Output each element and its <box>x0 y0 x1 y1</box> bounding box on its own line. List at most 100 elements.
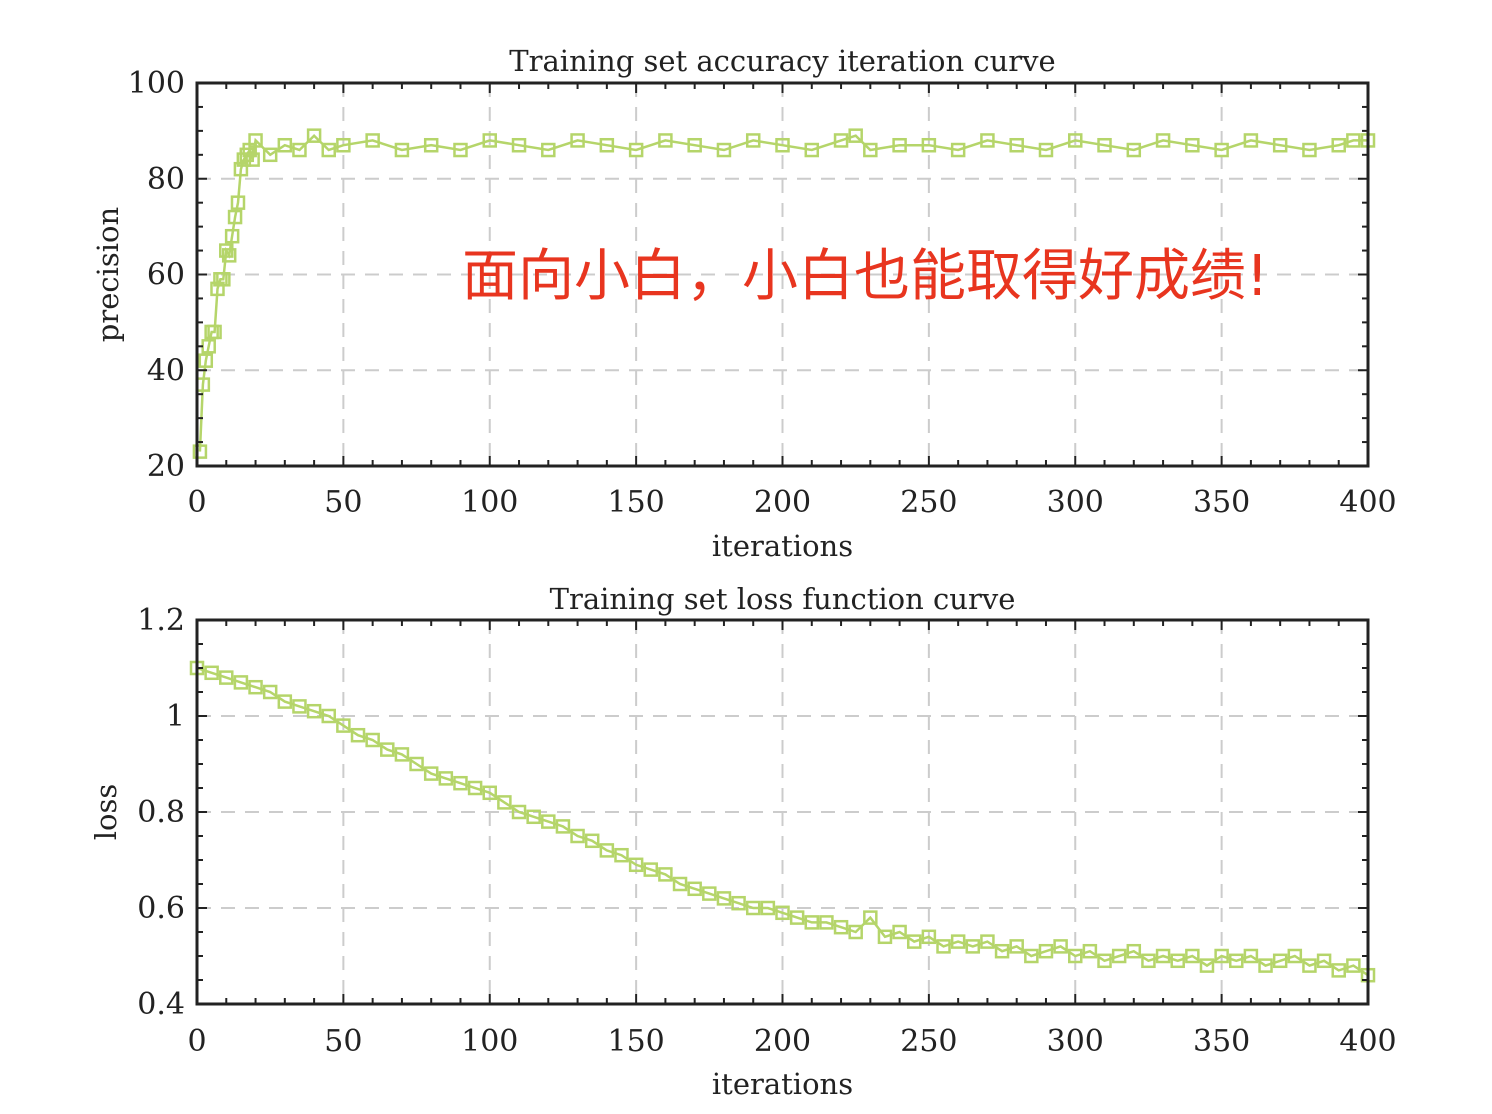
chart1-point <box>570 133 585 148</box>
chart1-x-tick-label: 150 <box>607 485 664 520</box>
chart2-point <box>643 862 659 877</box>
chart1-point <box>658 133 673 148</box>
chart2-x-tick-label: 400 <box>1339 1024 1396 1059</box>
chart2-point <box>438 771 454 786</box>
chart1-point <box>892 137 907 153</box>
chart1-point <box>227 209 243 225</box>
chart1-x-tick-label: 250 <box>900 485 957 520</box>
chart1-point <box>423 137 439 153</box>
chart2-point <box>1258 958 1273 973</box>
chart2-x-tick-label: 50 <box>324 1024 362 1059</box>
chart1-point <box>245 152 260 167</box>
chart2-point <box>804 915 820 930</box>
chart2-point <box>233 675 249 690</box>
chart1-x-tick-label: 350 <box>1193 485 1250 520</box>
chart2-y-tick-label: 1.2 <box>137 603 185 638</box>
chart2-x-tick-label: 300 <box>1047 1024 1104 1059</box>
chart2-point <box>584 833 600 849</box>
chart2-point <box>1346 958 1361 973</box>
chart2-point <box>423 766 439 781</box>
chart2-point <box>1287 948 1303 964</box>
chart2-y-tick-label: 0.4 <box>137 987 185 1022</box>
chart2-point <box>672 876 688 892</box>
chart2-point <box>877 929 893 945</box>
chart2-point <box>1272 953 1288 969</box>
chart1-point <box>306 128 322 143</box>
chart2-point <box>482 785 497 801</box>
chart2-point <box>453 775 468 791</box>
chart1-point <box>1185 137 1200 153</box>
chart2-point <box>365 732 380 748</box>
chart2-point <box>658 867 673 882</box>
chart2-title: Training set loss function curve <box>550 582 1016 616</box>
chart1-point <box>321 142 336 158</box>
chart1-point <box>980 133 995 148</box>
chart2-point <box>716 891 732 906</box>
chart2-x-tick-label: 200 <box>754 1024 811 1059</box>
chart1-point <box>745 133 761 148</box>
chart1-point <box>1155 133 1171 148</box>
chart2-point <box>1053 939 1068 954</box>
chart1-point <box>292 142 307 158</box>
chart2-point <box>731 895 746 911</box>
chart2-point <box>1316 953 1332 969</box>
chart1-point <box>541 142 556 158</box>
chart2-point <box>1185 948 1200 964</box>
chart2-point <box>497 795 512 810</box>
chart2-point <box>863 910 878 925</box>
chart2-point <box>219 670 234 685</box>
chart2-point <box>1141 953 1156 969</box>
chart2-point <box>467 780 483 796</box>
chart1-point <box>628 142 644 158</box>
chart1-point <box>775 137 790 153</box>
chart1-point <box>207 324 222 340</box>
chart1-point <box>599 137 615 153</box>
chart1-point <box>716 142 732 158</box>
chart1-title: Training set accuracy iteration curve <box>509 44 1055 78</box>
chart2-point <box>1082 943 1098 959</box>
chart2-point <box>526 809 541 825</box>
chart1-point <box>248 133 263 148</box>
chart1-point <box>233 161 249 177</box>
chart1-point <box>1272 137 1288 153</box>
chart1-point <box>230 195 246 210</box>
chart1-point <box>1097 137 1112 153</box>
chart2-point <box>789 910 805 925</box>
chart1-x-tick-label: 300 <box>1047 485 1104 520</box>
chart1-point <box>336 137 351 153</box>
chart1-point <box>262 147 278 163</box>
chart2-point <box>380 742 395 757</box>
chart2-point <box>1009 939 1024 954</box>
chart1-point <box>221 248 237 263</box>
chart2-point <box>541 814 556 829</box>
chart1-point <box>198 353 214 368</box>
chart2-point <box>687 881 702 897</box>
chart1-point <box>1214 142 1229 158</box>
chart2-point <box>950 934 966 949</box>
chart1-point <box>1346 133 1361 148</box>
chart1-point <box>365 133 380 148</box>
chart1-y-axis-label: precision <box>91 207 125 342</box>
chart1-x-axis-label: iterations <box>712 529 853 563</box>
chart1-point <box>1068 133 1083 148</box>
annotation-text: 面向小白，小白也能取得好成绩! <box>462 244 1268 309</box>
chart2-point <box>775 905 790 921</box>
chart2-point <box>1068 948 1083 964</box>
chart2-point <box>1155 948 1171 964</box>
chart1-point <box>394 142 410 158</box>
chart2-point <box>350 727 366 743</box>
chart2-y-tick-label: 0.6 <box>137 891 185 926</box>
chart2-point <box>409 756 424 772</box>
chart2-point <box>248 679 263 695</box>
chart2-point <box>277 694 293 709</box>
chart2-x-axis-label: iterations <box>712 1067 853 1101</box>
chart2-point <box>555 819 571 834</box>
chart1-point <box>192 444 208 459</box>
chart2-point <box>511 804 527 820</box>
chart2-point <box>892 924 907 940</box>
chart2-x-tick-label: 350 <box>1193 1024 1250 1059</box>
chart2-x-tick-label: 0 <box>187 1024 206 1059</box>
chart1-point <box>1009 137 1024 153</box>
chart1-point <box>1126 142 1142 158</box>
